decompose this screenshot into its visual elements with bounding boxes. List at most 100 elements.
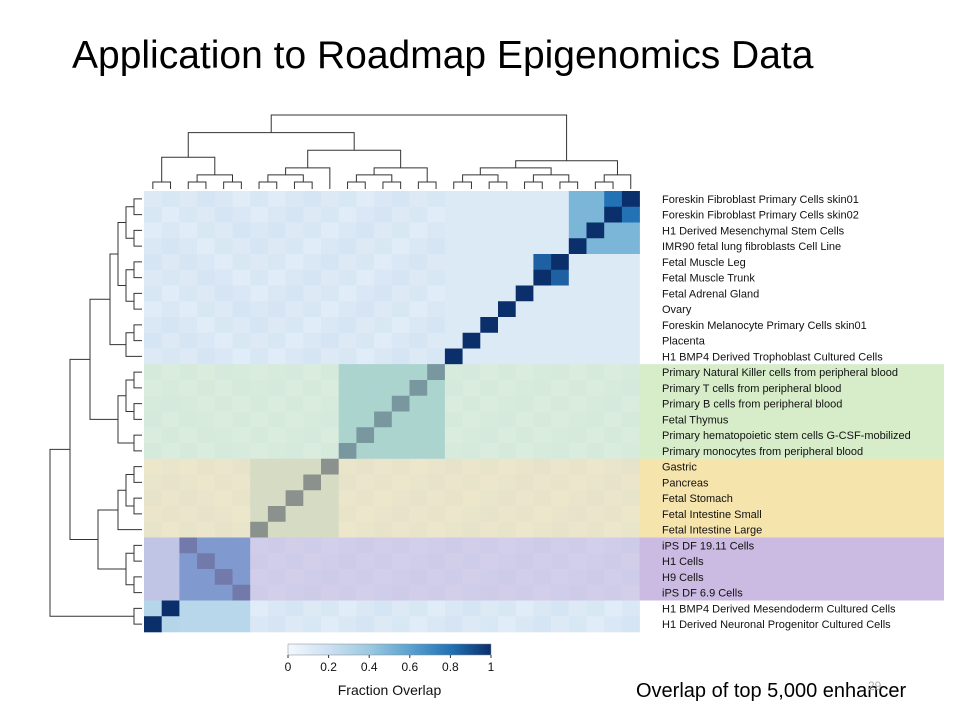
heatmap-cell xyxy=(338,301,357,318)
heatmap-cell xyxy=(338,269,357,286)
heatmap-cell xyxy=(480,254,499,271)
heatmap-cell xyxy=(374,600,393,617)
heatmap-cell xyxy=(444,285,463,302)
heatmap-cell xyxy=(462,301,481,318)
heatmap-cell xyxy=(179,254,198,271)
row-label: Fetal Muscle Leg xyxy=(662,257,746,269)
heatmap-cell xyxy=(267,332,286,349)
column-dendrogram xyxy=(152,114,632,189)
heatmap-cell xyxy=(515,222,534,239)
row-label: H1 Derived Neuronal Progenitor Cultured … xyxy=(662,619,891,631)
heatmap-cell xyxy=(267,238,286,255)
row-label: IMR90 fetal lung fibroblasts Cell Line xyxy=(662,241,841,253)
heatmap-cell xyxy=(267,222,286,239)
column-dendrogram-branch xyxy=(187,132,355,158)
heatmap-cell xyxy=(515,254,534,271)
heatmap-cell xyxy=(267,348,286,365)
column-dendrogram-branch xyxy=(594,181,614,189)
heatmap-cell xyxy=(586,301,605,318)
row-label: Fetal Stomach xyxy=(662,493,733,505)
heatmap-cell xyxy=(356,191,375,208)
row-label: Fetal Intestine Large xyxy=(662,525,762,537)
heatmap-cell xyxy=(444,348,463,365)
heatmap-cell xyxy=(356,301,375,318)
column-dendrogram-branch xyxy=(417,181,437,189)
heatmap-cell xyxy=(551,191,570,208)
heatmap-cell xyxy=(427,222,446,239)
row-dendrogram-branch xyxy=(133,403,142,420)
heatmap-cell xyxy=(462,206,481,223)
heatmap-cell xyxy=(161,206,180,223)
heatmap-cell xyxy=(621,222,640,239)
heatmap-cell xyxy=(321,191,339,208)
heatmap-cell xyxy=(551,600,570,617)
column-dendrogram-branch xyxy=(515,160,618,175)
heatmap-cell xyxy=(356,222,375,239)
heatmap-cell xyxy=(267,285,286,302)
heatmap-cell xyxy=(391,600,410,617)
heatmap-cell xyxy=(515,332,534,349)
heatmap-cell xyxy=(374,301,393,318)
heatmap-cell xyxy=(197,222,216,239)
heatmap-cell xyxy=(374,254,393,271)
heatmap-cell xyxy=(444,301,463,318)
heatmap-cell xyxy=(515,269,534,286)
heatmap-cell xyxy=(604,600,623,617)
heatmap-cell xyxy=(604,285,623,302)
heatmap-cell xyxy=(144,222,162,239)
heatmap-cell xyxy=(621,269,640,286)
heatmap-cell xyxy=(480,191,499,208)
heatmap-cell xyxy=(161,317,180,334)
column-dendrogram-branch xyxy=(161,156,216,182)
heatmap-cell xyxy=(250,301,269,318)
row-label: H9 Cells xyxy=(662,572,704,584)
heatmap-cell xyxy=(303,206,322,223)
column-dendrogram-branch xyxy=(347,181,366,189)
column-dendrogram-branch xyxy=(524,181,543,189)
heatmap-cell xyxy=(321,206,339,223)
heatmap-cell xyxy=(391,616,410,633)
heatmap-cell xyxy=(197,269,216,286)
heatmap-cell xyxy=(409,616,428,633)
row-label: Foreskin Fibroblast Primary Cells skin02 xyxy=(662,210,859,222)
heatmap-cell xyxy=(391,317,410,334)
heatmap-cell xyxy=(391,285,410,302)
heatmap-cell xyxy=(533,301,552,318)
heatmap-cell xyxy=(604,206,623,223)
heatmap-cell xyxy=(462,269,481,286)
row-label: Primary B cells from peripheral blood xyxy=(662,399,842,411)
heatmap-cell xyxy=(374,269,393,286)
heatmap-cell xyxy=(498,191,516,208)
heatmap-cell xyxy=(551,285,570,302)
heatmap-cell xyxy=(568,206,587,223)
heatmap-cell xyxy=(214,269,233,286)
heatmap-cell xyxy=(427,238,446,255)
cluster-band-label-bg xyxy=(639,364,944,459)
heatmap-cell xyxy=(480,285,499,302)
heatmap-cell xyxy=(604,191,623,208)
heatmap-cell xyxy=(285,285,304,302)
row-dendrogram-branch xyxy=(133,434,142,452)
heatmap-cell xyxy=(161,285,180,302)
heatmap-cell xyxy=(374,285,393,302)
row-label: H1 Cells xyxy=(662,556,704,568)
heatmap-cell xyxy=(533,317,552,334)
heatmap-cell xyxy=(444,332,463,349)
slide-title: Application to Roadmap Epigenomics Data xyxy=(72,34,814,77)
colorbar-title: Fraction Overlap xyxy=(338,682,442,698)
heatmap-cell xyxy=(161,600,180,617)
heatmap-cell xyxy=(356,269,375,286)
row-label: Gastric xyxy=(662,462,697,474)
row-labels: Foreskin Fibroblast Primary Cells skin01… xyxy=(662,194,911,631)
colorbar-tick-label: 0.8 xyxy=(442,660,459,674)
heatmap-cell xyxy=(374,317,393,334)
heatmap-cell xyxy=(480,269,499,286)
row-dendrogram-branch xyxy=(133,324,142,342)
heatmap-cell xyxy=(179,332,198,349)
heatmap-cell xyxy=(533,206,552,223)
row-dendrogram-branch xyxy=(133,371,142,389)
heatmap-cell xyxy=(214,254,233,271)
heatmap-cell xyxy=(214,285,233,302)
heatmap-cell xyxy=(444,206,463,223)
heatmap-cell xyxy=(498,285,516,302)
